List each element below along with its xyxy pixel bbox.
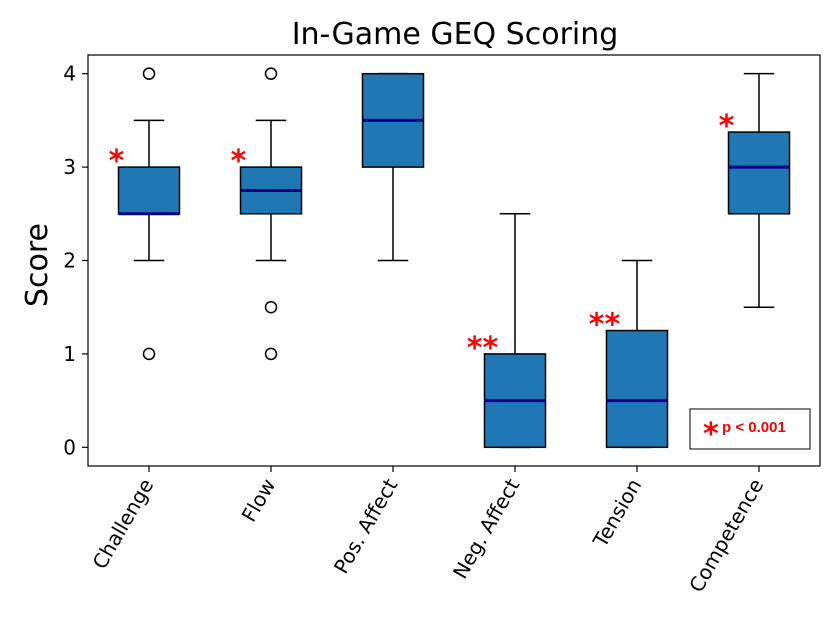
x-tick-label: Pos. Affect <box>329 474 403 577</box>
y-tick-label: 3 <box>63 155 76 179</box>
significance-marker: * <box>231 144 247 179</box>
significance-marker: * <box>109 144 125 179</box>
significance-marker: ** <box>467 331 499 366</box>
box-challenge <box>117 166 181 215</box>
x-tick-label: Neg. Affect <box>448 474 525 583</box>
x-tick-label: Competence <box>684 475 768 597</box>
significance-marker: ** <box>589 308 621 343</box>
box-tension <box>605 329 669 449</box>
y-tick-label: 0 <box>63 435 76 459</box>
significance-marker: * <box>719 109 735 144</box>
outlier-point <box>142 67 156 80</box>
y-tick-label: 2 <box>63 249 76 273</box>
y-tick-label: 1 <box>63 342 76 366</box>
outlier-point <box>264 300 278 314</box>
y-axis-label: Score <box>20 223 55 307</box>
outlier-point <box>142 347 156 361</box>
x-tick-label: Challenge <box>88 475 159 574</box>
outlier-point <box>264 67 278 80</box>
box-competence <box>727 131 791 215</box>
x-tick-label: Flow <box>237 475 281 527</box>
plot-frame <box>87 54 821 467</box>
legend-star: * <box>703 417 719 452</box>
significance-legend: * p < 0.001 <box>689 408 811 452</box>
x-tick-label: Tension <box>588 475 647 553</box>
outlier-point <box>264 347 278 361</box>
y-tick-label: 4 <box>63 62 76 86</box>
chart-title: In-Game GEQ Scoring <box>292 17 619 52</box>
legend-text: p < 0.001 <box>722 419 786 436</box>
plot-area: 0 1 2 3 4 Challenge * Flow * Pos. Affect Neg. Affe… <box>63 54 821 597</box>
legend-box <box>689 408 811 450</box>
